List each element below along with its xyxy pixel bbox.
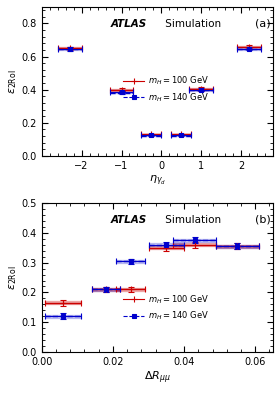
- Text: Simulation: Simulation: [162, 215, 221, 225]
- Legend: $m_H = 100$ GeV, $m_H = 140$ GeV: $m_H = 100$ GeV, $m_H = 140$ GeV: [120, 71, 213, 107]
- Text: (a): (a): [255, 19, 270, 29]
- Text: ATLAS: ATLAS: [111, 19, 147, 29]
- X-axis label: $\eta_{\gamma_d}$: $\eta_{\gamma_d}$: [149, 174, 166, 188]
- Text: (b): (b): [255, 215, 270, 225]
- Text: ATLAS: ATLAS: [111, 215, 147, 225]
- Text: Simulation: Simulation: [162, 19, 221, 29]
- Legend: $m_H = 100$ GeV, $m_H = 140$ GeV: $m_H = 100$ GeV, $m_H = 140$ GeV: [120, 290, 213, 325]
- Y-axis label: $\epsilon_{\mathrm{2RoI}}$: $\epsilon_{\mathrm{2RoI}}$: [7, 265, 19, 290]
- Y-axis label: $\epsilon_{\mathrm{2RoI}}$: $\epsilon_{\mathrm{2RoI}}$: [7, 69, 19, 94]
- X-axis label: $\Delta R_{\mu\mu}$: $\Delta R_{\mu\mu}$: [144, 370, 171, 386]
